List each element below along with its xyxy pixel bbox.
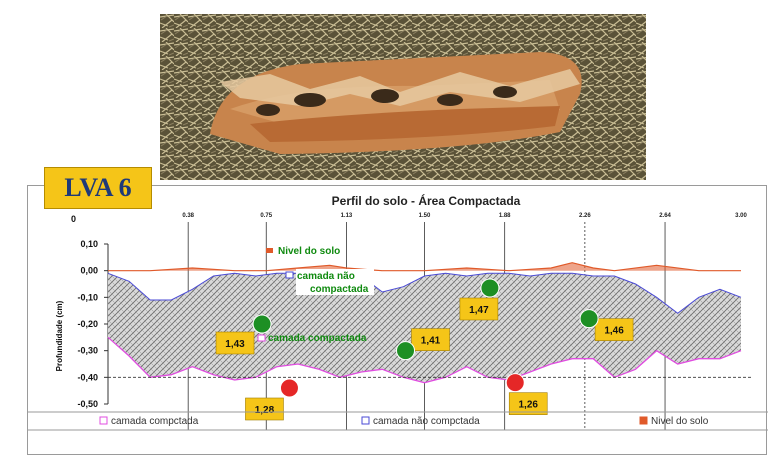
x-tick-label: 1.13 [341,213,353,219]
density-point-group: 1,28 [245,378,299,421]
compacted-zone-area [108,273,741,383]
density-point-group: 1,26 [505,373,548,415]
y-tick-label: -0,30 [77,346,98,356]
green-density-point [579,309,599,329]
density-value-label: 1,26 [518,400,538,411]
uncompacted-layer-line [107,272,742,314]
y-tick-labels: 0,10 0,00 -0,10 -0,20 -0,30 -0,40 -0,50 [77,239,108,409]
annotation-compacted: camada compactada [257,333,367,344]
compacted-marker [257,334,266,342]
value-box [245,397,284,421]
value-box [459,297,499,321]
annotation-soil-level: Nivel do solo [266,246,340,257]
legend-item: camada compctada [99,416,199,427]
soil-level-line [108,262,741,272]
soil-level-marker [266,248,273,253]
density-value-label: 1,43 [225,339,245,350]
green-density-point [396,341,416,361]
green-density-point [252,314,272,334]
y-axis-top-label: 0 [71,214,76,224]
density-point-group: 1,46 [579,309,634,341]
value-box [215,331,255,355]
y-tick-label: -0,10 [77,292,98,302]
y-tick-label: -0,20 [77,319,98,329]
x-tick-label: 1.50 [419,213,431,219]
green-density-point [480,278,500,298]
lva-badge: LVA 6 [44,167,152,209]
density-value-label: 1,28 [255,405,275,416]
chart-legend: camada compctada camada não compctada Nive… [99,416,709,427]
x-tick-label: 3.00 [735,213,747,219]
compacted-layer-line [107,336,742,384]
annotation-soil-level-text: Nivel do solo [278,246,340,257]
y-tick-label: 0,00 [80,266,98,276]
x-tick-label: 2.26 [579,213,591,219]
density-point-group: 1,41 [396,328,450,361]
annotation-compacted-text: camada compactada [268,333,367,344]
y-tick-label: -0,50 [77,399,98,409]
value-box [411,328,450,351]
x-tick-label: 0.75 [260,213,272,219]
chart-panel: Perfil do solo - Área Compactada 0 0.38 0… [27,185,768,455]
legend-label: camada compctada [111,416,199,427]
density-point-group: 1,47 [459,278,500,321]
legend-label: camada não compctada [373,416,480,427]
legend-swatch [99,416,108,425]
y-axis-label: Profundidade (cm) [55,300,64,371]
x-tick-labels: 0.38 0.75 1.13 1.50 1.88 2.26 2.64 3.00 [182,213,747,219]
soil-profile-chart: Perfil do solo - Área Compactada 0 0.38 0… [28,193,768,431]
density-value-label: 1,41 [421,336,441,347]
y-tick-label: -0,40 [77,372,98,382]
density-value-label: 1,46 [604,326,624,337]
density-points: 1,43 1,41 1,47 1,46 1,28 1,26 [215,278,634,421]
legend-item: Nivel do solo [639,416,709,427]
legend-label: Nivel do solo [651,416,709,427]
soil-level-area [108,262,741,271]
uncompacted-marker [285,271,294,279]
x-tick-label: 2.64 [659,213,671,219]
x-tick-label: 1.88 [499,213,511,219]
plot-areas [107,262,742,384]
legend-swatch [639,416,648,425]
chart-title: Perfil do solo - Área Compactada [332,193,521,208]
red-density-point [505,373,525,393]
annotation-uncompacted: camada não compactada [285,269,374,295]
legend-swatch [361,416,370,425]
value-box [508,392,548,415]
red-density-point [279,378,299,398]
x-tick-label: 0.38 [182,213,194,219]
legend-item: camada não compctada [361,416,480,427]
annotation-uncompacted-text: camada não compactada [297,271,369,295]
value-box [594,318,634,341]
density-value-label: 1,47 [469,305,489,316]
soil-profile-photo [160,14,646,180]
density-point-group: 1,43 [215,314,272,355]
y-tick-label: 0,10 [80,239,98,249]
